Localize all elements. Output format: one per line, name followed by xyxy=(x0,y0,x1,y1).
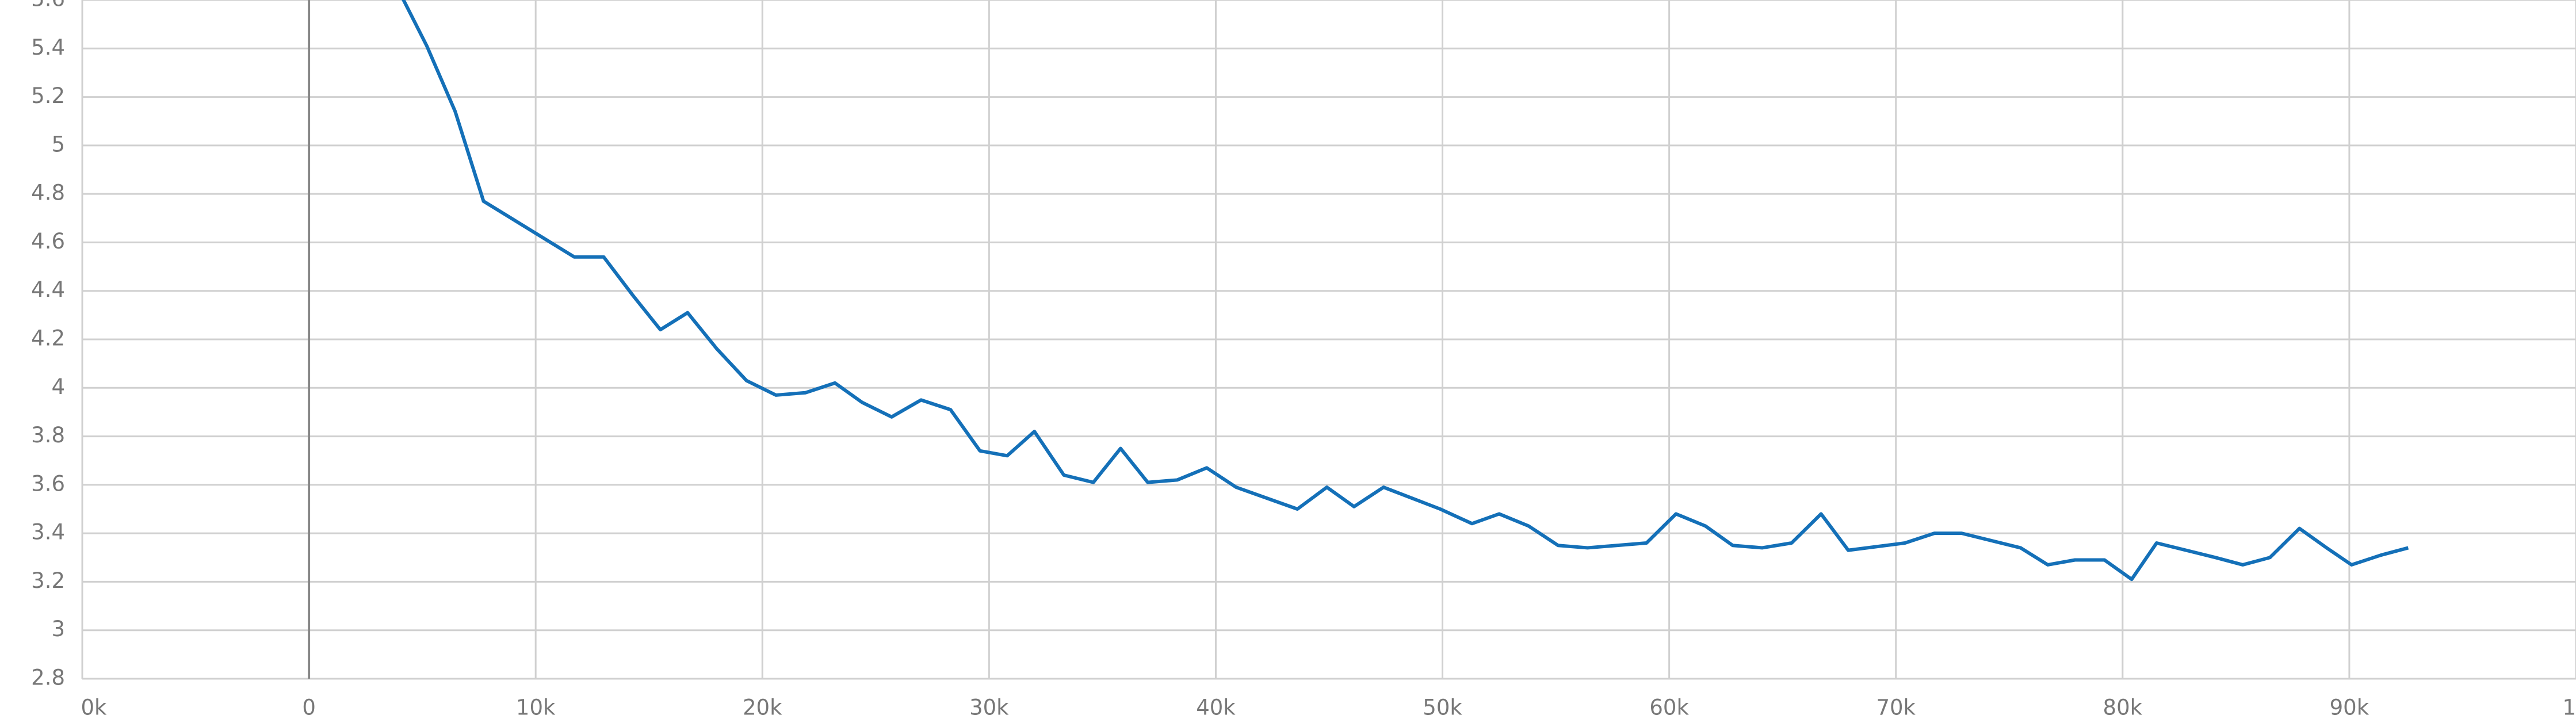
y-tick-label: 4.4 xyxy=(31,277,65,302)
y-tick-label: 4.8 xyxy=(31,181,65,205)
y-tick-label: 5.4 xyxy=(31,35,65,60)
y-tick-label: 4.2 xyxy=(31,326,65,351)
x-tick-label: 50k xyxy=(1423,695,1462,719)
y-tick-label: 5.2 xyxy=(31,83,65,108)
x-tick-label: 90k xyxy=(2330,695,2369,719)
y-tick-label: 2.8 xyxy=(31,666,65,690)
plot-area xyxy=(402,0,2409,582)
y-tick-label: 4.6 xyxy=(31,229,65,254)
y-tick-label: 3.4 xyxy=(31,520,65,545)
x-tick-label: 20k xyxy=(743,695,782,719)
y-tick-label: 5 xyxy=(51,132,65,156)
x-tick-label: 70k xyxy=(1876,695,1916,719)
y-tick-label: 3 xyxy=(51,617,65,641)
y-tick-label: 5.6 xyxy=(31,0,65,12)
x-tick-label: 10 xyxy=(2562,695,2576,719)
y-tick-label: 4 xyxy=(51,374,65,399)
x-tick-label: 40k xyxy=(1196,695,1236,719)
y-tick-label: 3.8 xyxy=(31,423,65,448)
x-tick-label: 30k xyxy=(969,695,1009,719)
x-tick-label: 10k xyxy=(516,695,556,719)
data-line xyxy=(402,0,2409,582)
x-tick-label: 60k xyxy=(1649,695,1689,719)
y-tick-label: 3.6 xyxy=(31,471,65,496)
x-tick-label: 0k xyxy=(81,695,108,719)
x-tick-label: 80k xyxy=(2103,695,2143,719)
x-tick-label: 0 xyxy=(302,695,316,719)
y-tick-label: 3.2 xyxy=(31,568,65,593)
